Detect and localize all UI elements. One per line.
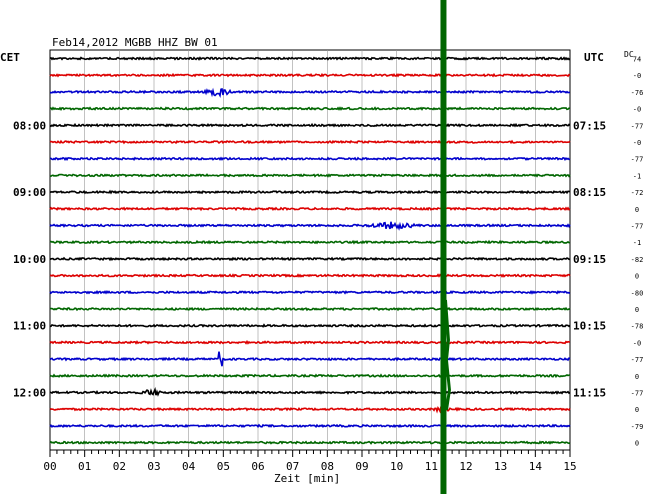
left-time-label: 10:00 bbox=[13, 253, 46, 266]
seismic-trace-15 bbox=[49, 306, 571, 312]
right-time-label: 09:15 bbox=[573, 253, 606, 266]
dc-header-label: DC bbox=[624, 50, 634, 59]
seismic-trace-13 bbox=[49, 273, 571, 278]
dc-offset-value: -77 bbox=[631, 223, 644, 231]
dc-offset-value: -77 bbox=[631, 390, 644, 398]
right-time-label: 10:15 bbox=[573, 320, 606, 333]
x-tick-label: 12 bbox=[459, 460, 472, 473]
right-time-label: 07:15 bbox=[573, 119, 606, 132]
grid-layer bbox=[49, 49, 571, 451]
seismic-trace-1 bbox=[49, 72, 571, 78]
dc-offset-value: -72 bbox=[631, 189, 644, 197]
dc-offset-value: -1 bbox=[633, 239, 641, 247]
dc-offset-value: -77 bbox=[631, 156, 644, 164]
right-time-label: 08:15 bbox=[573, 186, 606, 199]
data-gap-bar bbox=[440, 0, 447, 494]
seismic-trace-14 bbox=[49, 289, 571, 295]
dc-offset-value: -79 bbox=[631, 423, 644, 431]
x-tick-label: 06 bbox=[251, 460, 264, 473]
dc-offset-value: -1 bbox=[633, 172, 641, 180]
x-tick-label: 08 bbox=[321, 460, 334, 473]
saturation-mark bbox=[443, 299, 451, 411]
dc-offset-value: -77 bbox=[631, 122, 644, 130]
seismic-trace-20 bbox=[49, 386, 571, 397]
x-tick-label: 11 bbox=[425, 460, 438, 473]
dc-offset-value: -0 bbox=[633, 339, 641, 347]
dc-offset-value: 0 bbox=[635, 206, 639, 214]
seismic-trace-9 bbox=[49, 206, 571, 212]
left-timezone-label: CET bbox=[0, 51, 20, 64]
dc-offset-value: -78 bbox=[631, 323, 644, 331]
x-axis: 00 01 02 03 04 05 06 07 08 09 10 11 12 13 14 15 bbox=[43, 450, 577, 473]
seismic-trace-22 bbox=[49, 423, 571, 429]
dc-offset-value: 74 bbox=[633, 56, 641, 64]
plot-frame bbox=[49, 49, 571, 451]
x-tick-label: 00 bbox=[43, 460, 56, 473]
x-tick-label: 01 bbox=[78, 460, 91, 473]
seismic-trace-8 bbox=[49, 189, 571, 195]
seismic-trace-0 bbox=[49, 56, 571, 61]
x-tick-label: 10 bbox=[390, 460, 403, 473]
seismic-trace-11 bbox=[49, 239, 571, 245]
dc-offset-value: -0 bbox=[633, 72, 641, 80]
seismic-trace-5 bbox=[49, 139, 571, 145]
x-tick-label: 15 bbox=[563, 460, 576, 473]
x-axis-label: Zeit [min] bbox=[274, 472, 340, 485]
x-tick-label: 07 bbox=[286, 460, 299, 473]
seismic-trace-2 bbox=[49, 87, 570, 98]
dc-offset-value: -82 bbox=[631, 256, 644, 264]
x-tick-label: 14 bbox=[529, 460, 543, 473]
right-timezone-label: UTC bbox=[584, 51, 604, 64]
traces-layer bbox=[49, 56, 571, 445]
left-time-label: 12:00 bbox=[13, 387, 46, 400]
seismic-trace-12 bbox=[49, 256, 570, 262]
right-time-label: 11:15 bbox=[573, 387, 606, 400]
seismic-trace-21 bbox=[49, 405, 571, 414]
dc-offset-value: -0 bbox=[633, 106, 641, 114]
dc-offset-value: -0 bbox=[633, 139, 641, 147]
x-tick-label: 02 bbox=[113, 460, 126, 473]
seismic-trace-17 bbox=[49, 339, 571, 345]
x-tick-label: 13 bbox=[494, 460, 507, 473]
dc-offset-value: 0 bbox=[635, 306, 639, 314]
dc-offset-value: 0 bbox=[635, 440, 639, 448]
x-tick-label: 05 bbox=[217, 460, 230, 473]
dc-offset-value: -76 bbox=[631, 89, 644, 97]
dc-offset-value: -80 bbox=[631, 289, 644, 297]
seismic-trace-16 bbox=[49, 323, 571, 328]
seismic-trace-19 bbox=[49, 373, 571, 379]
x-tick-label: 04 bbox=[182, 460, 196, 473]
overlay-layer bbox=[440, 0, 451, 494]
x-tick-label: 09 bbox=[355, 460, 368, 473]
seismic-trace-10 bbox=[49, 221, 571, 231]
seismic-trace-6 bbox=[49, 156, 571, 162]
seismic-trace-4 bbox=[49, 122, 571, 128]
dc-offset-value: 0 bbox=[635, 406, 639, 414]
seismic-trace-18 bbox=[49, 351, 571, 367]
seismic-trace-3 bbox=[49, 106, 570, 111]
x-tick-label: 03 bbox=[147, 460, 160, 473]
labels-layer: 08:00 09:00 10:00 11:00 12:00 07:15 08:15 09:15… bbox=[13, 56, 643, 448]
chart-title: Feb14,2012 MGBB HHZ BW 01 bbox=[52, 36, 218, 49]
dc-offset-value: -77 bbox=[631, 356, 644, 364]
left-time-label: 09:00 bbox=[13, 186, 46, 199]
seismic-trace-7 bbox=[49, 173, 571, 178]
left-time-label: 11:00 bbox=[13, 320, 46, 333]
dc-offset-value: 0 bbox=[635, 273, 639, 281]
left-time-label: 08:00 bbox=[13, 119, 46, 132]
seismic-trace-23 bbox=[49, 440, 571, 445]
dc-offset-value: 0 bbox=[635, 373, 639, 381]
